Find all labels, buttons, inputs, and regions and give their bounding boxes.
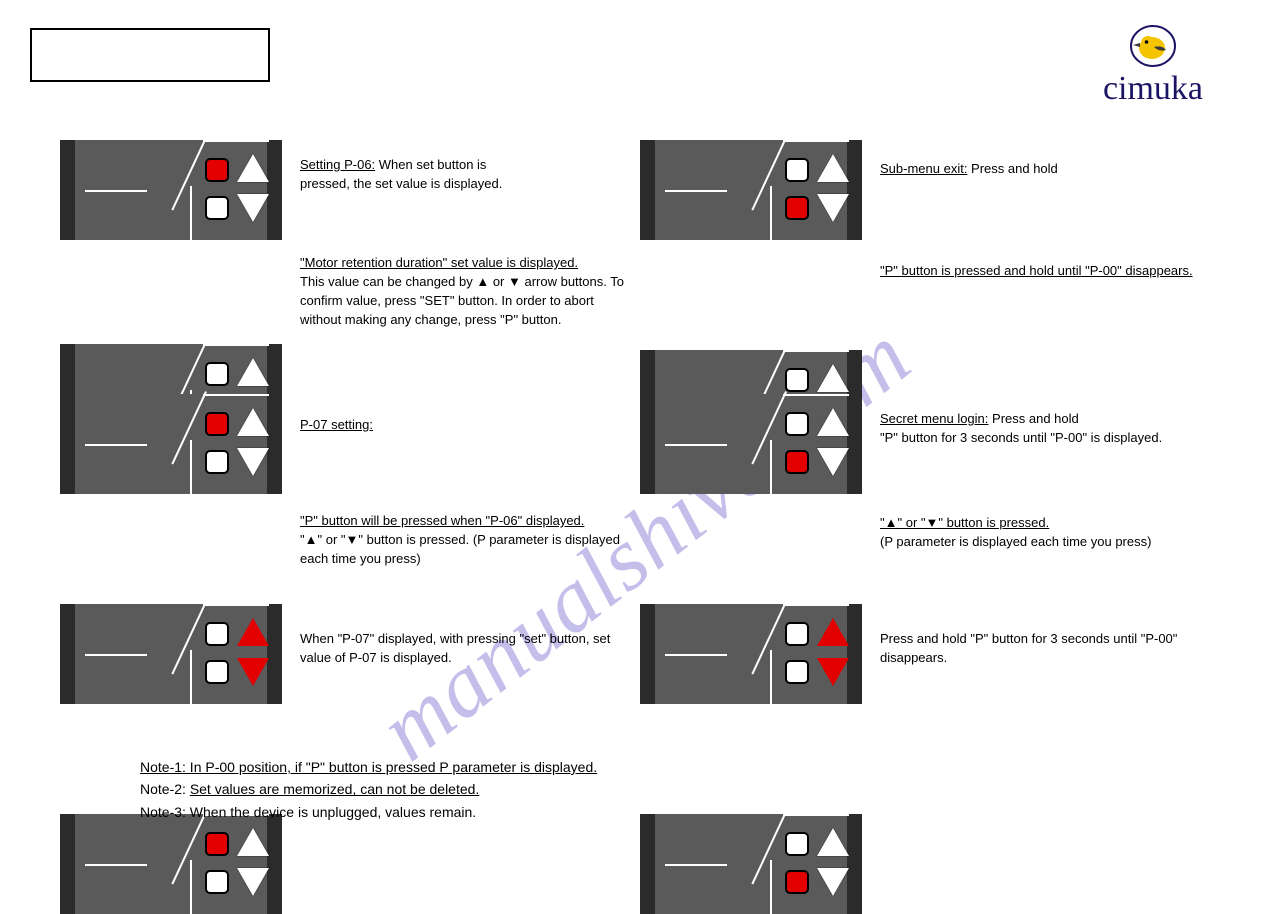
left-block-1: Setting P-06: When set button is pressed…: [60, 140, 620, 340]
up-arrow-button[interactable]: [237, 358, 269, 386]
down-arrow-button[interactable]: [817, 448, 849, 476]
note-line: Note-3: When the device is unplugged, va…: [140, 804, 476, 820]
display-readout: [85, 654, 147, 656]
display-readout: [85, 444, 147, 446]
up-arrow-button[interactable]: [817, 828, 849, 856]
display-readout: [85, 864, 147, 866]
text-underline: Sub-menu exit:: [880, 161, 967, 176]
p-button[interactable]: [785, 196, 809, 220]
text-underline: "P" button is pressed and hold until "P-…: [880, 263, 1193, 278]
left-block-2: P-07 setting: "P" button will be pressed…: [60, 394, 620, 694]
down-arrow-button[interactable]: [817, 194, 849, 222]
control-panel: [60, 394, 282, 494]
text: pressed, the set value is displayed.: [300, 176, 502, 191]
control-panel: [640, 140, 862, 240]
up-arrow-button[interactable]: [817, 154, 849, 182]
control-panel: [640, 394, 862, 494]
instruction-text: "▲" or "▼" button is pressed. (P paramet…: [880, 514, 1210, 552]
text-underline: "Motor retention duration" set value is …: [300, 255, 578, 270]
set-button[interactable]: [205, 412, 229, 436]
up-arrow-button[interactable]: [817, 618, 849, 646]
up-arrow-button[interactable]: [237, 828, 269, 856]
p-button[interactable]: [205, 450, 229, 474]
instruction-text: P-07 setting:: [300, 416, 630, 435]
up-arrow-button[interactable]: [237, 408, 269, 436]
display-readout: [85, 190, 147, 192]
set-button[interactable]: [785, 622, 809, 646]
p-button[interactable]: [785, 660, 809, 684]
p-button[interactable]: [785, 870, 809, 894]
text: "P" button for 3 seconds until "P-00" is…: [880, 430, 1162, 445]
text: When set button is: [375, 157, 486, 172]
p-button[interactable]: [785, 450, 809, 474]
down-arrow-button[interactable]: [237, 658, 269, 686]
text: Press and hold "P" button for 3 seconds …: [880, 631, 1177, 665]
set-button[interactable]: [785, 832, 809, 856]
control-panel: [640, 604, 862, 704]
control-panel: [60, 814, 282, 914]
brand-text: cimuka: [1103, 72, 1203, 106]
up-arrow-button[interactable]: [817, 408, 849, 436]
instruction-text: "Motor retention duration" set value is …: [300, 254, 630, 329]
bird-icon: [1128, 20, 1178, 70]
p-button[interactable]: [205, 196, 229, 220]
text: "▲" or "▼" button is pressed. (P paramet…: [300, 532, 620, 566]
set-button[interactable]: [205, 158, 229, 182]
text: This value can be changed by ▲ or ▼ arro…: [300, 274, 624, 327]
down-arrow-button[interactable]: [237, 448, 269, 476]
p-button[interactable]: [205, 660, 229, 684]
display-readout: [665, 654, 727, 656]
note-line: Note-1: In P-00 position, if "P" button …: [140, 759, 597, 775]
set-button[interactable]: [205, 362, 229, 386]
header-box: [30, 28, 270, 82]
note-prefix: Note-2:: [140, 781, 190, 797]
text: When "P-07" displayed, with pressing "se…: [300, 631, 610, 665]
brand-logo: cimuka: [1073, 20, 1233, 106]
down-arrow-button[interactable]: [237, 194, 269, 222]
text: Press and hold: [988, 411, 1078, 426]
down-arrow-button[interactable]: [237, 868, 269, 896]
down-arrow-button[interactable]: [817, 868, 849, 896]
set-button[interactable]: [205, 832, 229, 856]
down-arrow-button[interactable]: [817, 658, 849, 686]
note-line: Set values are memorized, can not be del…: [190, 781, 480, 797]
display-readout: [665, 190, 727, 192]
text: Press and hold: [967, 161, 1057, 176]
text: (P parameter is displayed each time you …: [880, 534, 1151, 549]
set-button[interactable]: [785, 412, 809, 436]
text-underline: P-07 setting:: [300, 417, 373, 432]
up-arrow-button[interactable]: [237, 618, 269, 646]
text-underline: Setting P-06:: [300, 157, 375, 172]
right-block-2: Secret menu login: Press and hold "P" bu…: [640, 394, 1200, 694]
note-block: Note-1: In P-00 position, if "P" button …: [140, 756, 840, 823]
instruction-text: "P" button is pressed and hold until "P-…: [880, 262, 1210, 281]
instruction-text: Secret menu login: Press and hold "P" bu…: [880, 410, 1210, 448]
up-arrow-button[interactable]: [817, 364, 849, 392]
instruction-text: When "P-07" displayed, with pressing "se…: [300, 630, 630, 668]
instruction-text: Setting P-06: When set button is pressed…: [300, 156, 630, 194]
control-panel: [60, 140, 282, 240]
control-panel: [640, 814, 862, 914]
text-underline: "P" button will be pressed when "P-06" d…: [300, 513, 584, 528]
instruction-text: Press and hold "P" button for 3 seconds …: [880, 630, 1210, 668]
set-button[interactable]: [785, 368, 809, 392]
p-button[interactable]: [205, 870, 229, 894]
control-panel: [60, 604, 282, 704]
text-underline: Secret menu login:: [880, 411, 988, 426]
right-block-1: Sub-menu exit: Press and hold "P" button…: [640, 140, 1200, 340]
display-readout: [665, 444, 727, 446]
instruction-text: "P" button will be pressed when "P-06" d…: [300, 512, 630, 569]
instruction-text: Sub-menu exit: Press and hold: [880, 160, 1210, 179]
display-readout: [665, 864, 727, 866]
set-button[interactable]: [785, 158, 809, 182]
set-button[interactable]: [205, 622, 229, 646]
up-arrow-button[interactable]: [237, 154, 269, 182]
text-underline: "▲" or "▼" button is pressed.: [880, 515, 1049, 530]
